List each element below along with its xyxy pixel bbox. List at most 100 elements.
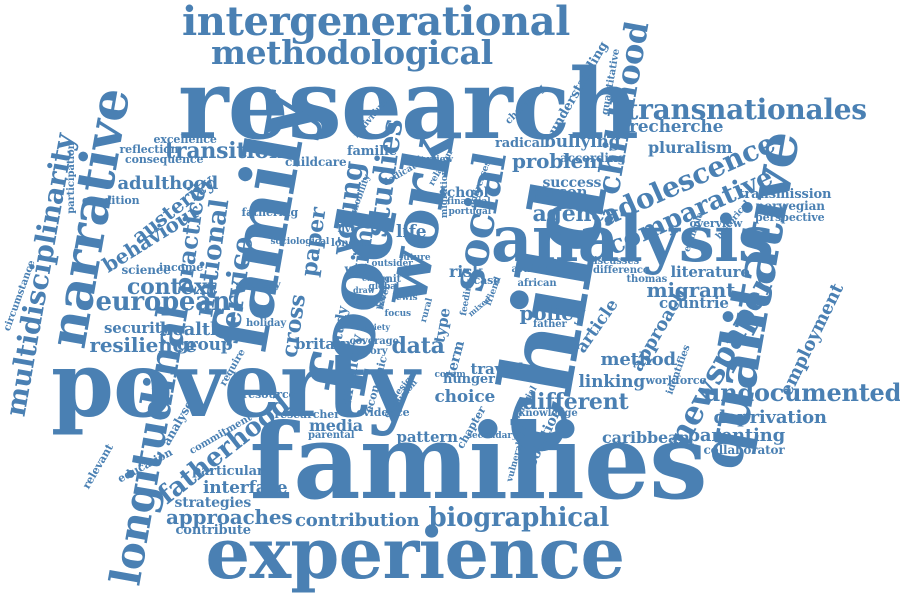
cloud-word: biographical	[428, 503, 610, 533]
cloud-word: childcare	[285, 155, 347, 169]
cloud-word: school	[439, 185, 489, 201]
cloud-word: britain	[295, 334, 352, 353]
cloud-word: lewis	[392, 292, 418, 303]
cloud-word: experience	[205, 512, 626, 595]
cloud-word: resilience	[89, 333, 198, 357]
cloud-word: pluralism	[648, 138, 733, 157]
cloud-word: father	[533, 319, 567, 330]
cloud-word: method	[600, 349, 677, 370]
cloud-word: coverage	[349, 336, 399, 347]
cloud-word: health	[159, 319, 224, 340]
cloud-word: agency	[532, 201, 618, 227]
cloud-word: deprivation	[713, 407, 828, 428]
cloud-word: available	[511, 264, 561, 275]
cloud-word: travail	[470, 359, 524, 378]
cloud-word: type	[429, 306, 454, 344]
cloud-word: perspective	[755, 210, 825, 224]
cloud-word: consequence	[125, 152, 204, 166]
cloud-word: undocumented	[703, 378, 900, 407]
cloud-word: adulthood	[117, 173, 219, 194]
cloud-word: norwegian	[755, 199, 826, 213]
cloud-word: participation	[65, 142, 77, 214]
cloud-word: policy	[519, 301, 585, 325]
cloud-word: radical	[495, 135, 545, 151]
cloud-word: according	[560, 151, 626, 165]
cloud-word: intergenerational	[182, 0, 570, 45]
cloud-word: way	[344, 262, 370, 276]
cloud-word: story	[360, 346, 388, 357]
cloud-word: linking	[578, 371, 646, 392]
cloud-word: parenting	[687, 425, 786, 446]
cloud-word: resource	[242, 387, 296, 401]
cloud-word: eating	[362, 273, 390, 283]
cloud-word: case	[473, 273, 501, 287]
cloud-word: bullying	[544, 131, 621, 152]
cloud-word: analysis	[491, 202, 774, 277]
cloud-word: literature	[670, 262, 750, 281]
cloud-word: global	[368, 281, 400, 292]
cloud-word: methodological	[211, 32, 493, 72]
cloud-word: group	[177, 334, 233, 355]
cloud-word: hunger	[443, 371, 495, 387]
cloud-word: research	[178, 48, 639, 161]
cloud-word: coram	[434, 369, 466, 380]
cloud-word: draw	[353, 285, 375, 295]
cloud-word: recherche	[629, 116, 724, 137]
cloud-word: condition	[82, 193, 140, 207]
cloud-word: particular	[192, 463, 264, 479]
cloud-word: collaborator	[703, 443, 785, 457]
cloud-word: relevant	[79, 441, 116, 491]
cloud-word: future	[399, 252, 431, 263]
cloud-word: poverty	[51, 332, 419, 438]
cloud-word: success	[542, 175, 602, 191]
cloud-word: transmission	[738, 186, 832, 202]
cloud-word: variety	[360, 322, 390, 332]
cloud-word: portugal	[448, 206, 492, 217]
cloud-word: transition	[165, 138, 285, 164]
cloud-word: workforce	[645, 373, 707, 387]
cloud-word: secondary	[467, 430, 518, 441]
cloud-word: science	[121, 263, 171, 277]
cloud-word: families	[249, 400, 708, 523]
cloud-word: contribution	[295, 510, 420, 531]
cloud-word: unit	[378, 274, 402, 285]
cloud-word: difference	[593, 265, 650, 276]
cloud-word: person	[531, 182, 588, 201]
cloud-word: financial	[447, 196, 491, 207]
cloud-word: focus	[384, 308, 412, 319]
cloud-word: strategy	[235, 280, 281, 291]
cloud-word: sociological	[270, 236, 330, 247]
cloud-word: outsider	[371, 258, 413, 269]
cloud-word: migrant	[646, 278, 736, 302]
cloud-word: interview	[407, 154, 453, 165]
cloud-word: countrie	[659, 293, 729, 312]
cloud-word: life	[396, 221, 427, 242]
cloud-word: european	[95, 287, 231, 317]
cloud-word: risk	[449, 262, 483, 281]
cloud-word: transnationales	[625, 93, 867, 126]
cloud-word: security	[104, 318, 171, 337]
cloud-word: caribbean	[602, 428, 690, 447]
cloud-word: contribute	[175, 522, 251, 538]
cloud-word: parental	[308, 430, 355, 441]
cloud-word: holiday	[246, 318, 287, 329]
cloud-word: knowledge	[518, 408, 578, 419]
cloud-word: media	[309, 416, 363, 435]
cloud-word: choice	[434, 386, 496, 407]
cloud-word: discusses	[587, 256, 640, 267]
cloud-word: strategies	[174, 495, 252, 511]
cloud-word: reflection	[119, 142, 179, 156]
cloud-word: thomas	[626, 274, 668, 285]
cloud-word: pattern	[396, 427, 459, 446]
cloud-word: fathering	[241, 205, 299, 219]
cloud-word: different	[522, 389, 629, 415]
cloud-word: income	[159, 260, 204, 274]
cloud-word: london	[331, 238, 370, 249]
cloud-word: famille	[347, 143, 397, 159]
cloud-word: excellence	[153, 132, 217, 146]
cloud-word: context	[127, 274, 217, 300]
cloud-word: evidence	[356, 405, 410, 419]
cloud-word: problem	[512, 149, 604, 173]
cloud-word: approaches	[166, 505, 293, 529]
